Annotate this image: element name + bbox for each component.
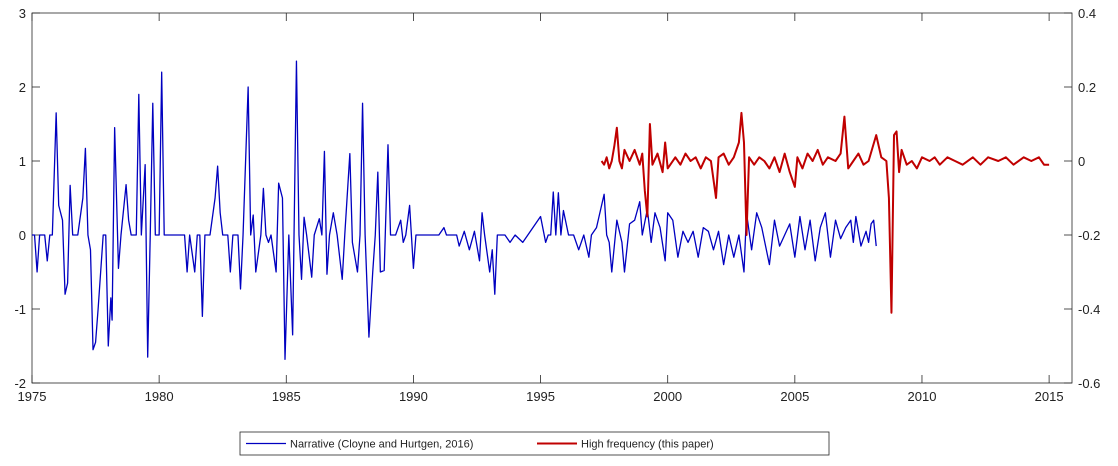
- y2-tick-label: 0.4: [1078, 6, 1096, 21]
- y2-tick-label: -0.6: [1078, 376, 1100, 391]
- y-tick-label: -1: [14, 302, 26, 317]
- x-tick-label: 2000: [653, 389, 682, 404]
- y-tick-label: -2: [14, 376, 26, 391]
- x-tick-label: 1990: [399, 389, 428, 404]
- y2-tick-label: -0.4: [1078, 302, 1100, 317]
- x-tick-label: 1975: [18, 389, 47, 404]
- legend-label: High frequency (this paper): [581, 439, 714, 451]
- legend-label: Narrative (Cloyne and Hurtgen, 2016): [290, 439, 473, 451]
- y-tick-label: 1: [19, 154, 26, 169]
- y2-tick-label: -0.2: [1078, 228, 1100, 243]
- x-tick-label: 1995: [526, 389, 555, 404]
- x-tick-label: 1985: [272, 389, 301, 404]
- y-tick-label: 0: [19, 228, 26, 243]
- x-tick-label: 2015: [1035, 389, 1064, 404]
- y2-tick-label: 0: [1078, 154, 1085, 169]
- x-tick-label: 2010: [908, 389, 937, 404]
- series-line: [600, 111, 1050, 314]
- legend: Narrative (Cloyne and Hurtgen, 2016) High…: [239, 431, 830, 456]
- y-tick-label: 3: [19, 6, 26, 21]
- plot-frame: [31, 12, 1073, 384]
- x-tick-label: 1980: [145, 389, 174, 404]
- y-tick-label: 2: [19, 80, 26, 95]
- x-tick-label: 2005: [780, 389, 809, 404]
- y2-tick-label: 0.2: [1078, 80, 1096, 95]
- legend-box: [239, 431, 830, 456]
- series-line: [32, 60, 877, 360]
